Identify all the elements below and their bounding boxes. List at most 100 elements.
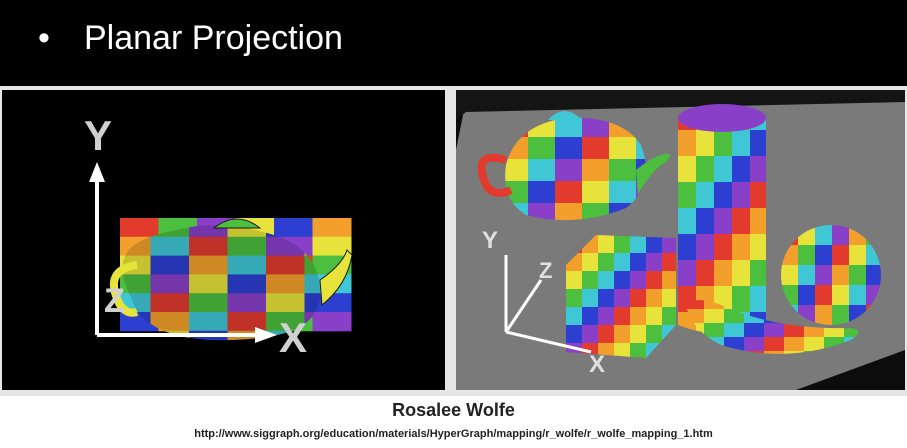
cylinder-texture-cell [678,130,697,157]
banana-texture-cell [724,309,745,324]
cube-texture-cell [630,253,647,272]
cube-texture-cell [662,271,676,290]
source-url[interactable]: http://www.siggraph.org/education/materi… [194,428,713,440]
slide-title: Planar Projection [84,19,343,57]
cube-texture-cell [566,289,583,308]
teapot-texture-cell [582,137,610,160]
sphere-texture-cell [866,265,881,286]
teapot-texture-cell [609,181,637,204]
sphere-texture-cell [832,245,850,266]
cylinder-texture-cell [678,260,697,287]
cylinder-texture-cell [714,156,733,183]
sphere-texture-cell [832,225,850,246]
teapot-texture-cell [227,312,267,332]
teapot-texture-cell [528,203,556,221]
sphere-texture-cell [849,245,867,266]
banana-texture-cell [704,309,725,324]
teapot-texture-cell [150,236,190,257]
cylinder-texture-cell [714,182,733,209]
cube-texture-cell [614,289,631,308]
bullet-icon: • [38,19,50,57]
teapot-spout [319,249,353,306]
teapot-texture-cell [189,255,228,275]
teapot-texture-cell [609,137,637,160]
teapot-texture-cell [227,255,267,275]
cylinder-texture-cell [678,234,697,261]
sphere-texture-cell [832,285,850,306]
cylinder-texture-cell [696,234,715,261]
sphere-texture-cell [798,265,816,286]
cylinder-texture-cell [750,234,766,261]
teapot-texture-cell [266,255,305,275]
teapot-texture-cell [555,159,583,182]
banana-texture-cell [686,300,705,310]
sphere-texture-cell [849,265,867,286]
banana-texture-cell [704,323,725,338]
cylinder-top [678,104,766,132]
sphere-texture-cell [815,265,833,286]
banana-texture-cell [744,323,765,338]
banana-texture-cell [704,300,725,310]
cube-texture-cell [582,325,599,344]
cube-texture-cell [566,271,583,290]
title-bar: • Planar Projection [0,0,907,86]
cylinder-texture-cell [750,182,766,209]
banana-texture-cell [764,323,785,338]
sphere-texture-cell [798,285,816,306]
sphere-texture-cell [815,245,833,266]
teapot-texture-cell [609,159,637,182]
cylinder-texture-cell [732,130,751,157]
teapot-texture-cell [227,274,267,294]
teapot-texture-cell [555,117,583,138]
texture-cell [312,312,352,332]
cylinder-texture-cell [750,208,766,235]
cube-texture-cell [662,307,676,326]
cube-texture-cell [646,271,663,290]
teapot-texture-cell [304,293,321,313]
cube-texture-cell [598,235,615,254]
cube-texture-cell [630,235,647,254]
teapot-texture-cell [150,312,190,332]
teapot-texture-cell [555,203,583,221]
cube-texture-cell [646,289,663,308]
author-credit: Rosalee Wolfe [392,400,515,420]
z-axis-label: Z [104,282,125,320]
banana-texture-cell [744,337,765,352]
y-axis-label: Y [84,112,112,159]
cylinder-texture-cell [714,260,733,287]
x-axis-arrowhead [255,327,277,343]
teapot-texture-cell [528,137,556,160]
banana-texture-cell [784,351,805,354]
cube-texture-cell [614,271,631,290]
cylinder-texture-cell [678,156,697,183]
cube-texture-cell [614,307,631,326]
cube-texture-cell [598,307,615,326]
teapot-texture-cell [505,159,529,182]
banana-texture-cell [784,337,805,352]
sphere-texture-cell [798,245,816,266]
cylinder-texture-cell [732,156,751,183]
z-axis-label-right: Z [539,258,552,283]
cube-texture-cell [598,289,615,308]
texture-cell [274,218,313,238]
left-figure-planar-mapping: Y Z X [2,90,445,390]
cube-texture-cell [630,289,647,308]
cube-texture-cell [646,253,663,272]
teapot-texture-cell [227,236,267,257]
cube-texture-cell [614,235,631,254]
cube-texture-cell [630,307,647,326]
cylinder-texture-cell [732,234,751,261]
sphere-texture-cell [781,265,799,286]
cube-texture-cell [614,253,631,272]
sphere-texture-cell [815,285,833,306]
cube-texture-cell [662,289,676,308]
teapot-lid-right [548,111,582,120]
cylinder-texture-cell [696,260,715,287]
sphere-texture-cell [849,285,867,306]
banana-texture-cell [804,337,825,352]
texture-cell [312,218,352,238]
teapot-texture-cell [555,137,583,160]
teapot-texture-cell [266,312,305,332]
teapot-lid [212,218,262,229]
cylinder-texture-cell [714,208,733,235]
